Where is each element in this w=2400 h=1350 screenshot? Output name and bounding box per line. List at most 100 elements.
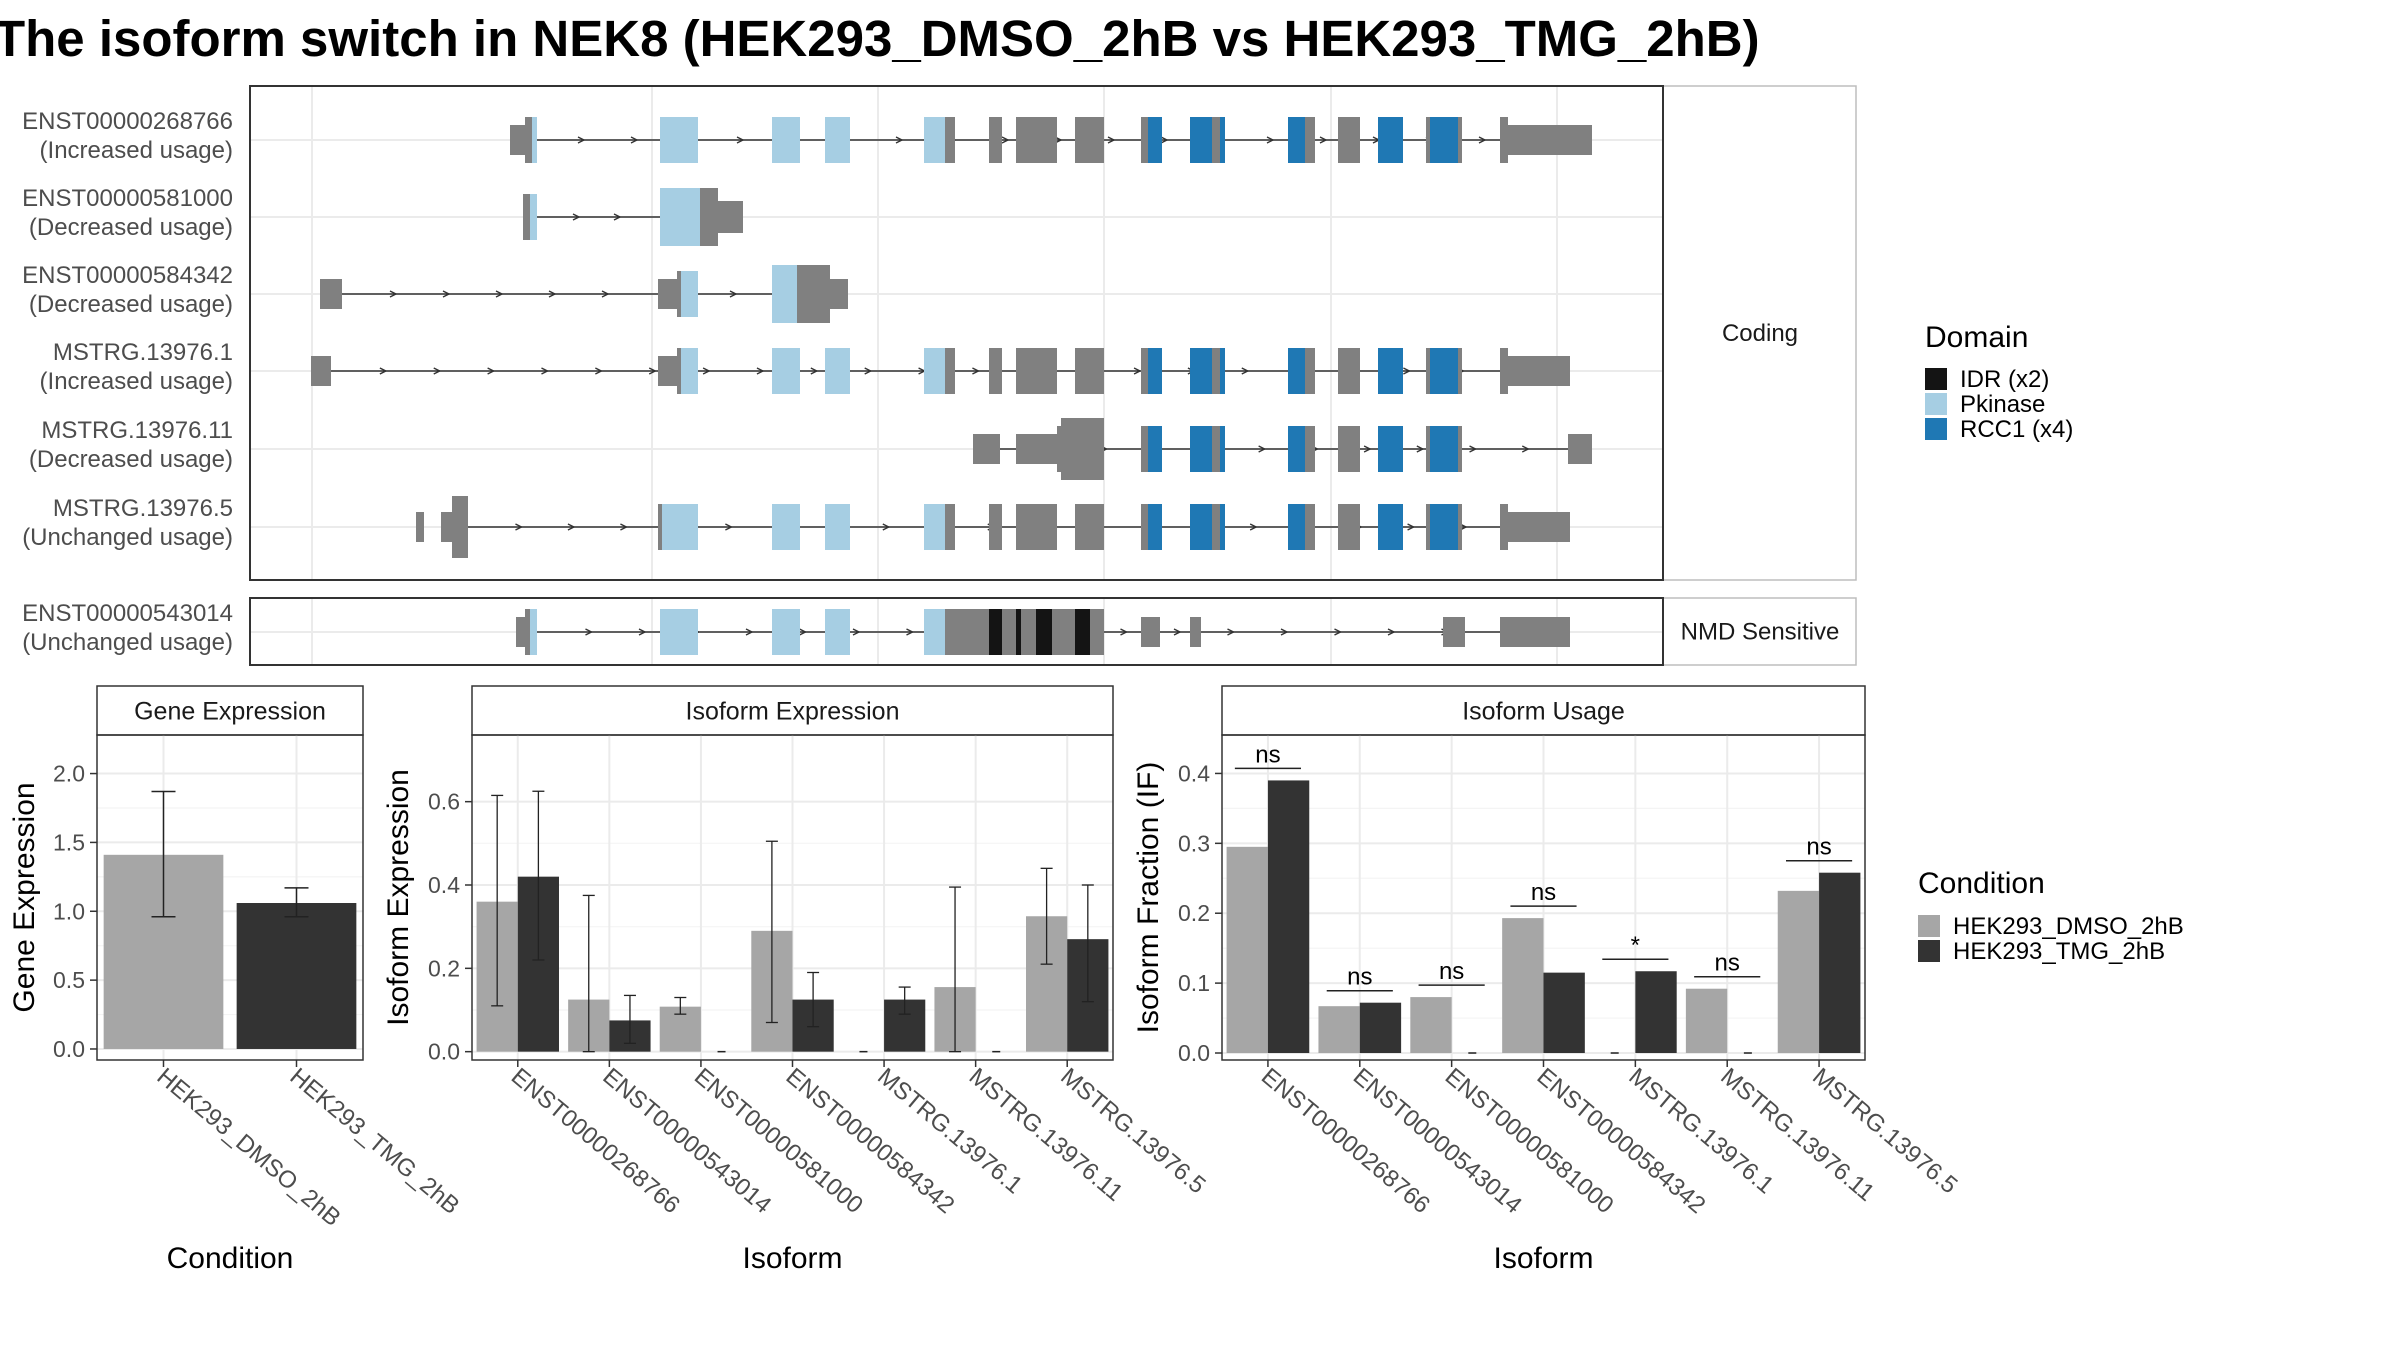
exon [772,265,797,323]
exon [973,434,1000,464]
strand-arrow [702,367,711,375]
strand-arrow [1258,445,1267,453]
exon [924,504,945,550]
exon [945,504,955,550]
strand-arrow [1120,628,1129,636]
exon [924,117,945,163]
exon [945,117,955,163]
exon [718,201,743,233]
x-tick-label: ENST00000584342 [781,1063,960,1219]
exon [681,348,698,394]
significance-label: ns [1531,879,1556,906]
panel-title: Isoform Usage [1462,698,1625,726]
exon [1430,504,1458,550]
exon [797,265,830,323]
exon [660,188,700,246]
strand-arrow [630,136,639,144]
exon [1075,348,1104,394]
bar [1410,997,1452,1054]
exon [1002,609,1016,655]
strand-arrow [1160,136,1169,144]
transcript-usage-label: (Decreased usage) [29,214,233,241]
strand-arrow [495,290,504,298]
strand-arrow [515,523,524,531]
exon [1190,617,1201,647]
strand-arrow [442,290,451,298]
strand-arrow [725,523,733,531]
y-tick-label: 0.5 [53,967,85,993]
transcript-usage-label: (Unchanged usage) [22,524,233,551]
exon [662,504,698,550]
x-tick-label: ENST00000268766 [1256,1063,1435,1219]
x-tick-label: ENST00000581000 [1440,1063,1619,1219]
strand-arrow [1227,628,1236,636]
strand-arrow [638,628,647,636]
exon [1220,348,1225,394]
exon [772,117,800,163]
exon [825,117,850,163]
exon [1075,609,1090,655]
exon [989,117,1002,163]
strand-arrow [906,628,915,636]
exon [1458,426,1462,472]
strand-arrow [1478,136,1487,144]
y-tick-label: 0.0 [53,1036,85,1062]
exon [1141,348,1148,394]
nmd-panel-border [249,597,1664,666]
exon [1090,609,1104,655]
condition-legend-title: Condition [1918,867,2045,900]
coding-panel-background [250,86,1663,580]
y-tick-label: 1.0 [53,898,85,924]
bar [1777,890,1820,1054]
exon [1338,426,1360,472]
significance-label: * [1631,932,1640,959]
exon [1016,609,1021,655]
exon [1016,434,1057,464]
exon [825,504,850,550]
y-tick-label: 0.0 [1178,1040,1210,1066]
transcript-id-label: ENST00000581000 [22,185,233,212]
condition-legend-swatch [1918,915,1940,937]
exon [830,279,848,309]
exon [320,279,342,309]
exon [523,194,530,240]
exon [1190,117,1212,163]
strand-arrow [541,367,550,375]
x-tick-label: MSTRG.13976.11 [1715,1063,1879,1207]
exon [1288,348,1305,394]
x-axis-title: Isoform [742,1242,842,1275]
strand-arrow [1334,628,1343,636]
exon [1212,504,1220,550]
strand-arrow [882,523,891,531]
exon [1378,348,1403,394]
exon [989,609,1002,655]
exon [1288,426,1305,472]
exon [1500,348,1508,394]
strand-arrow [585,628,594,636]
exon [441,512,452,542]
exon [825,348,850,394]
exon [1141,117,1148,163]
isoform_expression-chart: Isoform Expression 0.0 0.2 0.4 0.6 ENST000002… [382,685,1211,1275]
strand-arrow [895,136,904,144]
y-tick-label: 1.5 [53,829,85,855]
nmd-panel-strip-label: NMD Sensitive [1681,619,1840,646]
exon [1458,348,1462,394]
strand-arrow [1241,367,1250,375]
panel-title-strip [471,685,1114,736]
exon [1141,504,1148,550]
figure-title: The isoform switch in NEK8 (HEK293_DMSO_… [0,10,1760,67]
strand-arrow [729,290,738,298]
exon [1500,117,1508,163]
bar [1543,972,1585,1054]
exon [924,609,945,655]
exon [677,271,681,317]
panel-border [96,734,364,1061]
bar [1685,988,1728,1054]
exon [1190,504,1212,550]
exon [1016,117,1057,163]
exon [1508,512,1570,542]
significance-label: ns [1347,964,1372,991]
bar [1635,971,1677,1054]
